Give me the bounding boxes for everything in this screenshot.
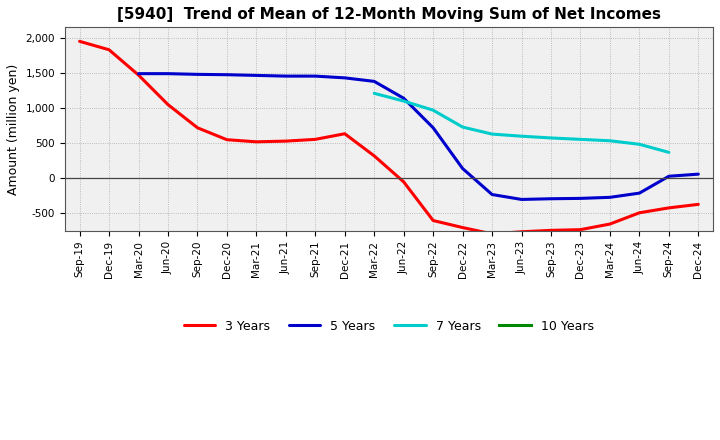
5 Years [400,95,408,101]
5 Years [341,75,349,81]
7 Years [459,125,467,130]
3 Years [134,73,143,78]
3 Years [576,227,585,232]
3 Years [370,153,379,158]
Title: [5940]  Trend of Mean of 12-Month Moving Sum of Net Incomes: [5940] Trend of Mean of 12-Month Moving … [117,7,661,22]
3 Years [635,210,644,216]
5 Years [429,125,438,130]
3 Years [517,229,526,235]
Y-axis label: Amount (million yen): Amount (million yen) [7,63,20,195]
Line: 5 Years: 5 Years [138,73,698,199]
3 Years [222,137,231,143]
3 Years [694,202,703,207]
5 Years [252,73,261,78]
7 Years [665,150,673,155]
3 Years [193,125,202,130]
Line: 3 Years: 3 Years [80,41,698,234]
5 Years [606,194,614,200]
3 Years [429,218,438,223]
5 Years [546,196,555,202]
3 Years [311,137,320,142]
5 Years [694,172,703,177]
7 Years [606,138,614,143]
5 Years [459,166,467,171]
7 Years [576,137,585,142]
5 Years [134,71,143,76]
7 Years [487,132,496,137]
5 Years [282,73,290,79]
3 Years [459,225,467,230]
5 Years [222,72,231,77]
7 Years [400,99,408,104]
3 Years [76,39,84,44]
5 Years [163,71,172,76]
7 Years [517,134,526,139]
3 Years [163,102,172,107]
5 Years [487,192,496,197]
3 Years [487,231,496,237]
5 Years [370,79,379,84]
7 Years [370,91,379,96]
7 Years [546,136,555,141]
7 Years [429,107,438,113]
3 Years [606,221,614,227]
5 Years [517,197,526,202]
3 Years [665,205,673,210]
3 Years [252,139,261,144]
3 Years [282,139,290,144]
7 Years [635,142,644,147]
Legend: 3 Years, 5 Years, 7 Years, 10 Years: 3 Years, 5 Years, 7 Years, 10 Years [179,315,599,338]
3 Years [341,131,349,136]
3 Years [546,228,555,233]
5 Years [665,174,673,179]
Line: 7 Years: 7 Years [374,93,669,152]
3 Years [400,179,408,184]
5 Years [311,73,320,79]
5 Years [635,191,644,196]
5 Years [193,72,202,77]
5 Years [576,196,585,201]
3 Years [104,47,113,52]
